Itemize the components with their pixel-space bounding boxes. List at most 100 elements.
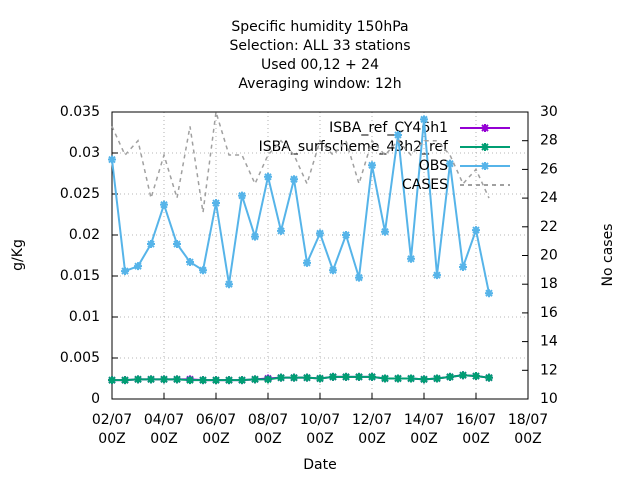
y-tick-label: 0.01 [69,309,100,325]
data-point [316,374,324,383]
y2-tick-label: 22 [540,219,558,235]
data-point [147,240,155,249]
y2-tick-label: 16 [540,305,558,321]
x-tick-label-part: 08/07 [248,412,288,428]
y-axis-label: g/Kg [10,239,26,271]
y-tick-label: 0.025 [60,186,100,202]
data-point [420,375,428,384]
data-point [160,200,168,209]
data-point [485,373,493,382]
data-point [212,199,220,208]
data-point [108,155,116,164]
y2-tick-label: 14 [540,334,558,350]
y2-tick-label: 24 [540,190,558,206]
data-point [225,280,233,289]
data-point [290,373,298,382]
data-point [108,376,116,385]
x-tick-label-part: 00Z [98,431,125,447]
x-tick-label-part: 00Z [462,431,489,447]
data-point [407,374,415,383]
data-point [251,232,259,241]
x-tick-label: 14/07 00Z [404,412,444,447]
y-tick-label: 0.035 [60,104,100,120]
data-point [238,191,246,200]
y2-tick-label: 12 [540,362,558,378]
legend-marker [481,124,489,132]
x-tick-label: 12/07 00Z [352,412,392,447]
y2-axis-label: No cases [600,224,616,287]
legend-label: ISBA_ref_CY46h1 [329,120,448,136]
data-point [199,266,207,275]
data-point [472,372,480,381]
x-tick-label: 10/07 00Z [300,412,340,447]
y2-tick-label: 26 [540,161,558,177]
data-point [355,273,363,282]
x-tick-label-part: 00Z [410,431,437,447]
x-tick-label-part: 00Z [358,431,385,447]
data-point [173,375,181,384]
chart-title: Specific humidity 150hPa [231,19,408,35]
x-tick-label: 06/07 00Z [196,412,236,447]
x-tick-label: 08/07 00Z [248,412,288,447]
data-point [160,375,168,384]
x-tick-label-part: 10/07 [300,412,340,428]
data-point [329,372,337,381]
data-point [446,372,454,381]
data-point [264,375,272,384]
series-line [112,374,490,382]
y2-tick-label: 28 [540,133,558,149]
y2-tick-label: 20 [540,248,558,264]
data-point [446,159,454,168]
x-tick-label: 16/07 00Z [456,412,496,447]
chart-title: Averaging window: 12h [238,76,401,92]
legend-label: OBS [419,158,448,174]
data-point [355,372,363,381]
y2-tick-label: 18 [540,276,558,292]
data-point [459,262,467,271]
y-tick-label: 0.005 [60,350,100,366]
y-tick-label: 0.02 [69,227,100,243]
data-point [433,271,441,280]
y2-tick-label: 10 [540,391,558,407]
y-tick-label: 0.03 [69,145,100,161]
y-tick-label: 0 [91,391,100,407]
data-point [342,372,350,381]
legend-label: CASES [402,177,448,193]
data-point [251,375,259,384]
data-point [277,373,285,382]
data-point [303,373,311,382]
x-tick-label-part: 18/07 [508,412,548,428]
data-point [485,289,493,298]
data-point [420,115,428,124]
x-tick-label-part: 06/07 [196,412,236,428]
legend-marker [481,162,489,170]
plot-frame [111,111,529,400]
data-point [264,172,272,181]
x-tick-label-part: 02/07 [92,412,132,428]
x-tick-label-part: 00Z [306,431,333,447]
data-point [199,376,207,385]
data-point [368,161,376,170]
x-tick-label-part: 00Z [254,431,281,447]
data-point [394,130,402,139]
data-point [459,371,467,380]
data-point [186,258,194,267]
data-point [394,374,402,383]
y2-tick-label: 30 [540,104,558,120]
data-point [238,376,246,385]
x-tick-label-part: 00Z [202,431,229,447]
x-tick-label: 04/07 00Z [144,412,184,447]
data-point [342,231,350,239]
data-point [433,374,441,383]
data-point [121,376,129,385]
x-axis-label: Date [303,457,336,473]
x-tick-label: 18/07 00Z [508,412,548,447]
data-point [329,266,337,275]
x-tick-label-part: 04/07 [144,412,184,428]
legend-label: ISBA_surfscheme_43h2_ref [259,139,449,155]
chart-title: Used 00,12 + 24 [261,57,379,73]
data-point [381,374,389,383]
x-tick-label-part: 00Z [150,431,177,447]
data-point [472,226,480,235]
